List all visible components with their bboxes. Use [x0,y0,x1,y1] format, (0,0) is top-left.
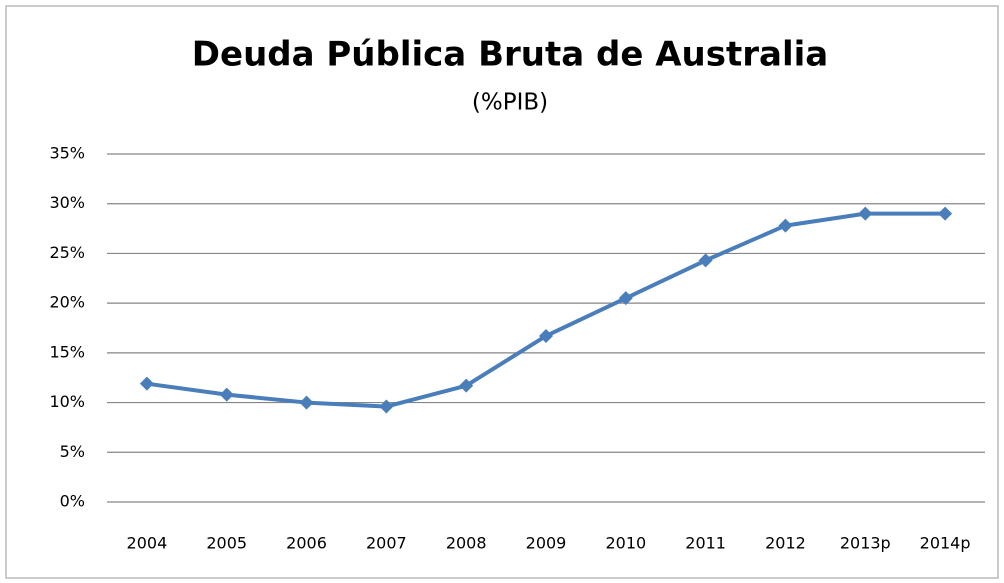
x-tick-label: 2008 [446,534,487,553]
chart-title: Deuda Pública Bruta de Australia [192,35,828,75]
y-tick-label: 30% [49,193,85,212]
data-point [539,328,553,343]
data-point [698,253,713,268]
x-tick-label: 2005 [206,534,247,553]
y-tick-label: 25% [49,243,85,262]
x-tick-label: 2009 [526,534,567,553]
y-tick-label: 20% [49,293,85,312]
data-point [139,376,154,391]
x-tick-label: 2013p [840,534,891,553]
x-tick-label: 2012 [765,534,806,553]
chart-frame [5,5,999,579]
x-tick-label: 2010 [605,534,646,553]
y-tick-label: 0% [60,492,85,511]
data-point [778,218,793,233]
data-point [938,206,953,221]
x-tick-label: 2011 [685,534,726,553]
data-point [219,387,234,402]
x-tick-label: 2006 [286,534,327,553]
y-tick-label: 15% [49,342,85,361]
x-tick-label: 2014p [920,534,971,553]
data-point [858,206,873,221]
y-tick-label: 10% [49,392,85,411]
data-point [299,395,314,410]
y-tick-label: 5% [60,442,85,461]
data-point [379,399,394,414]
data-point [618,291,633,306]
y-tick-label: 35% [49,144,85,163]
data-point [459,378,474,393]
x-tick-label: 2007 [366,534,407,553]
x-tick-label: 2004 [127,534,168,553]
chart-subtitle: (%PIB) [472,90,548,116]
